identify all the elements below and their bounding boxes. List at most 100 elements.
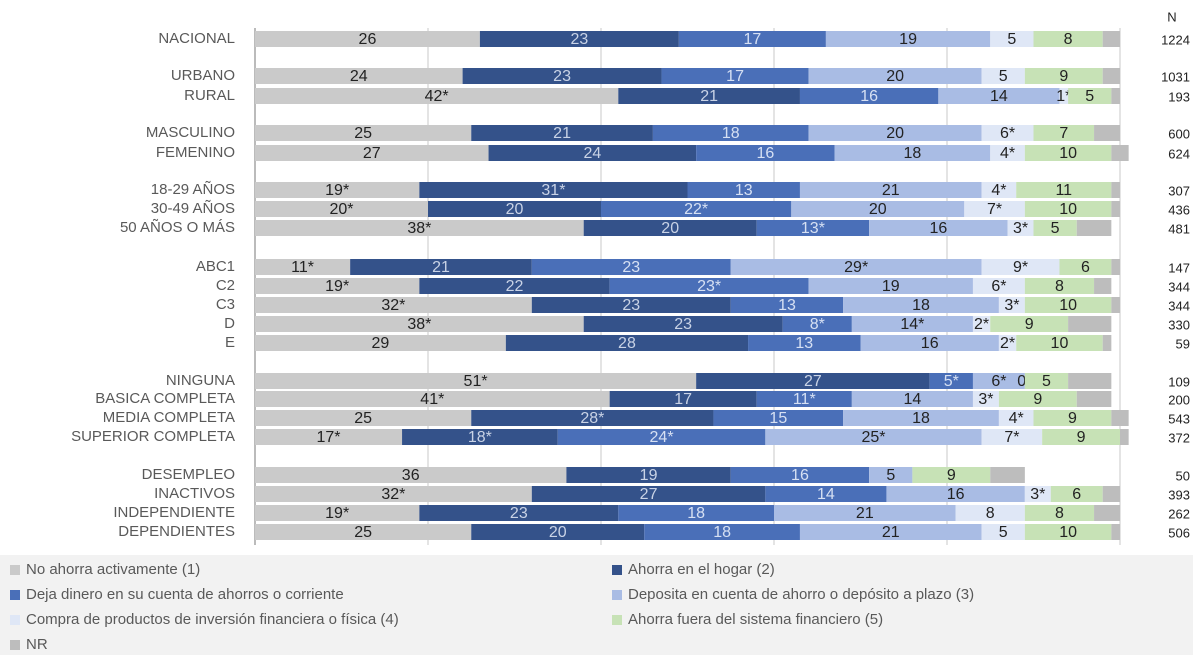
value-label: 17: [726, 68, 744, 85]
value-label: 5*: [944, 373, 959, 390]
bar-segment: [998, 297, 1025, 313]
value-label: 5: [1051, 220, 1060, 237]
value-label: 51*: [464, 373, 488, 390]
bar-segment: [972, 391, 999, 407]
bar-segment: [981, 125, 1034, 141]
bar-segment: [531, 259, 731, 275]
bar-segment: [1024, 373, 1069, 389]
bar-segment: [791, 201, 965, 217]
value-label: 8: [1064, 31, 1073, 48]
bar-segment: [869, 467, 913, 483]
bar-segment: [255, 125, 472, 141]
value-label: 20: [869, 201, 887, 218]
value-label: 18: [912, 410, 930, 427]
value-label: 19: [882, 278, 900, 295]
bar-segment: [402, 429, 558, 445]
value-label: 2*: [974, 316, 989, 333]
value-label: 10: [1059, 297, 1077, 314]
bar-segment: [609, 391, 757, 407]
bar-segment: [730, 259, 982, 275]
value-label: 26: [359, 31, 377, 48]
value-label: 18: [904, 145, 922, 162]
value-label: 13: [778, 297, 796, 314]
value-label: 9: [1059, 68, 1068, 85]
category-label: DESEMPLEO: [142, 466, 235, 483]
bar-segment: [929, 373, 973, 389]
bar-segment: [255, 486, 532, 502]
bar-segment: [419, 278, 610, 294]
category-label: FEMENINO: [156, 144, 235, 161]
bar-segment: [851, 391, 973, 407]
bar-segment: [799, 182, 982, 198]
category-label: RURAL: [184, 87, 235, 104]
value-label: 5: [1085, 88, 1094, 105]
category-label: URBANO: [171, 67, 235, 84]
bar-segment: [618, 88, 800, 104]
value-label: 38*: [407, 220, 431, 237]
bar-segment: [730, 297, 844, 313]
value-label: 23: [674, 316, 692, 333]
value-label: 24*: [650, 429, 674, 446]
legend-label: Deja dinero en su cuenta de ahorros o co…: [26, 586, 344, 603]
value-label: 23: [510, 505, 528, 522]
bar-segment: [851, 316, 973, 332]
value-label: 16: [947, 486, 965, 503]
value-label: 21: [700, 88, 718, 105]
bar-segment: [1111, 524, 1120, 540]
value-label: 21: [856, 505, 874, 522]
value-label: 22*: [684, 201, 708, 218]
value-label: 14: [990, 88, 1008, 105]
bar-segment: [471, 410, 714, 426]
value-label: 10: [1059, 201, 1077, 218]
value-label: 24: [350, 68, 368, 85]
value-label: 9: [1033, 391, 1042, 408]
bar-segment: [938, 88, 1060, 104]
value-label: 9: [1068, 410, 1077, 427]
bar-segment: [1024, 505, 1095, 521]
legend-label: NR: [26, 636, 48, 653]
bar-segment: [756, 220, 870, 236]
category-label: 30-49 AÑOS: [151, 200, 235, 217]
bar-segment: [713, 410, 844, 426]
value-label: 18: [713, 524, 731, 541]
value-label: 19*: [325, 505, 349, 522]
value-label: 8: [986, 505, 995, 522]
n-label: 1031: [1161, 69, 1190, 84]
bar-segment: [972, 316, 991, 332]
bar-segment: [1059, 88, 1069, 104]
bar-segment: [471, 524, 645, 540]
value-label: 19*: [325, 182, 349, 199]
value-label: 13: [735, 182, 753, 199]
value-label: 27: [804, 373, 822, 390]
bar-segment: [1033, 125, 1095, 141]
bar-segment: [1016, 182, 1112, 198]
value-label: 10: [1051, 335, 1069, 352]
bar-segment: [1111, 259, 1120, 275]
value-label: 23: [570, 31, 588, 48]
bar-segment: [1024, 278, 1095, 294]
value-label: 4*: [1000, 145, 1015, 162]
value-label: 28: [618, 335, 636, 352]
legend-label: Ahorra fuera del sistema financiero (5): [628, 611, 883, 628]
category-label: MASCULINO: [146, 124, 235, 141]
bar-segment: [255, 429, 403, 445]
legend-swatch: [10, 590, 20, 600]
bar-segment: [1111, 182, 1120, 198]
value-label: 25*: [861, 429, 885, 446]
legend-label: Deposita en cuenta de ahorro o depósito …: [628, 586, 974, 603]
bar-segment: [1094, 278, 1112, 294]
n-header: N: [1167, 9, 1176, 24]
value-label: 19*: [325, 278, 349, 295]
bar-segment: [1120, 429, 1129, 445]
value-label: 21: [432, 259, 450, 276]
n-label: 193: [1168, 89, 1190, 104]
bar-segment: [255, 316, 584, 332]
bar-segment: [428, 201, 601, 217]
value-label: 23: [622, 259, 640, 276]
n-label: 600: [1168, 126, 1190, 141]
bar-segment: [981, 259, 1060, 275]
value-label: 23*: [697, 278, 721, 295]
bar-segment: [644, 524, 800, 540]
bar-segment: [1024, 524, 1112, 540]
value-label: 29: [372, 335, 390, 352]
